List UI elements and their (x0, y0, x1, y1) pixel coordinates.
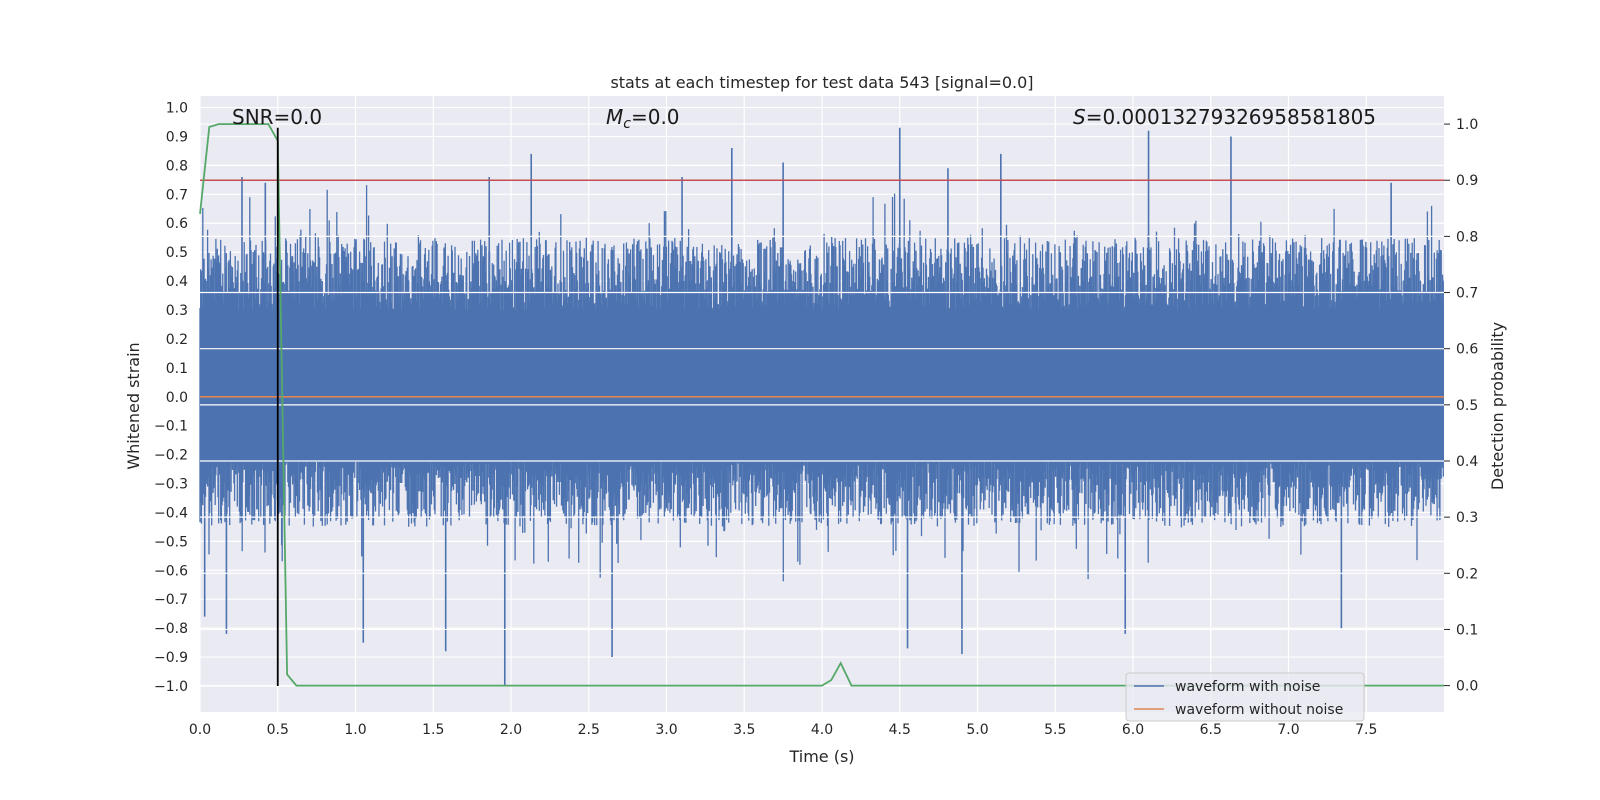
x-tick-label: 5.0 (966, 722, 988, 738)
y-right-tick-label: 1.0 (1456, 117, 1478, 133)
mc-annotation: Mc=0.0 (606, 105, 680, 132)
x-tick-label: 7.0 (1277, 722, 1299, 738)
y-left-tick-label: −0.5 (154, 534, 188, 550)
y-left-tick-label: −0.8 (154, 621, 188, 637)
x-tick-label: 6.5 (1200, 722, 1222, 738)
y-right-tick-label: 0.7 (1456, 286, 1478, 302)
y-left-tick-label: −1.0 (154, 679, 188, 695)
legend-label-clean: waveform without noise (1175, 702, 1343, 718)
x-tick-label: 4.0 (811, 722, 833, 738)
x-tick-label: 2.5 (578, 722, 600, 738)
detection-probability-line (199, 123, 1444, 687)
x-tick-label: 3.0 (655, 722, 677, 738)
y-left-tick-label: 0.8 (166, 158, 188, 174)
y-right-tick-label: 0.2 (1456, 566, 1478, 582)
y-left-tick-label: 0.9 (166, 129, 188, 145)
noise-core-band (200, 310, 1444, 461)
y-axis-left: 1.0 0.9 0.8 0.7 0.6 0.5 0.4 0.3 0.2 0.1 0.0 −0.1 −0.… (154, 101, 188, 695)
x-tick-label: 6.0 (1122, 722, 1144, 738)
x-tick-label: 2.0 (500, 722, 522, 738)
y-left-tick-label: 0.2 (166, 332, 188, 348)
x-tick-label: 7.5 (1355, 722, 1377, 738)
x-axis-label: Time (s) (788, 747, 854, 766)
x-tick-label: 1.5 (422, 722, 444, 738)
y-axis-right: 1.0 0.9 0.8 0.7 0.6 0.5 0.4 0.3 0.2 0.1 0.0 (1444, 117, 1478, 695)
y-right-tick-label: 0.4 (1456, 454, 1478, 470)
y-left-tick-label: 0.1 (166, 361, 188, 377)
legend-label-noise: waveform with noise (1175, 679, 1320, 695)
y-left-tick-label: 0.4 (166, 274, 188, 290)
y-left-tick-label: 0.3 (166, 303, 188, 319)
y-left-tick-label: 0.7 (166, 187, 188, 203)
y-left-tick-label: −0.2 (154, 448, 188, 464)
y-left-tick-label: 0.0 (166, 390, 188, 406)
x-tick-label: 5.5 (1044, 722, 1066, 738)
snr-annotation: SNR=0.0 (232, 105, 322, 129)
mc-value: =0.0 (631, 105, 680, 129)
y-right-tick-label: 0.5 (1456, 398, 1478, 414)
y-left-tick-label: −0.9 (154, 650, 188, 666)
y-right-tick-label: 0.1 (1456, 622, 1478, 638)
y-right-tick-label: 0.6 (1456, 342, 1478, 358)
y-left-tick-label: −0.7 (154, 592, 188, 608)
mc-symbol: M (606, 105, 623, 129)
y-right-tick-label: 0.8 (1456, 229, 1478, 245)
y-right-tick-label: 0.3 (1456, 510, 1478, 526)
waveform-with-noise-series (199, 127, 1444, 686)
y-left-tick-label: −0.4 (154, 505, 188, 521)
y-left-tick-label: −0.3 (154, 477, 188, 493)
x-axis: 0.0 0.5 1.0 1.5 2.0 2.5 3.0 3.5 4.0 4.5 5.0 5.5 6.0 6… (189, 722, 1378, 738)
s-symbol: S (1073, 105, 1086, 129)
x-tick-label: 0.5 (267, 722, 289, 738)
y-left-tick-label: −0.1 (154, 419, 188, 435)
x-tick-label: 3.5 (733, 722, 755, 738)
legend-box (1125, 672, 1365, 722)
y-right-tick-label: 0.9 (1456, 173, 1478, 189)
y-axis-right-label: Detection probability (1488, 322, 1507, 490)
s-value: =0.00013279326958581805 (1086, 105, 1376, 129)
lines-layer (199, 123, 1444, 687)
x-tick-label: 4.5 (889, 722, 911, 738)
y-left-tick-label: 0.5 (166, 245, 188, 261)
y-left-tick-label: 1.0 (166, 101, 188, 117)
s-annotation: S=0.00013279326958581805 (1073, 105, 1376, 129)
x-tick-label: 1.0 (344, 722, 366, 738)
legend: waveform with noise waveform without noi… (1125, 672, 1365, 722)
x-tick-label: 0.0 (189, 722, 211, 738)
mc-subscript: c (623, 116, 631, 132)
y-axis-left-label: Whitened strain (124, 342, 143, 469)
y-left-tick-label: 0.6 (166, 216, 188, 232)
chart-title: stats at each timestep for test data 543… (610, 73, 1033, 92)
y-left-tick-label: −0.6 (154, 563, 188, 579)
y-right-tick-label: 0.0 (1456, 679, 1478, 695)
